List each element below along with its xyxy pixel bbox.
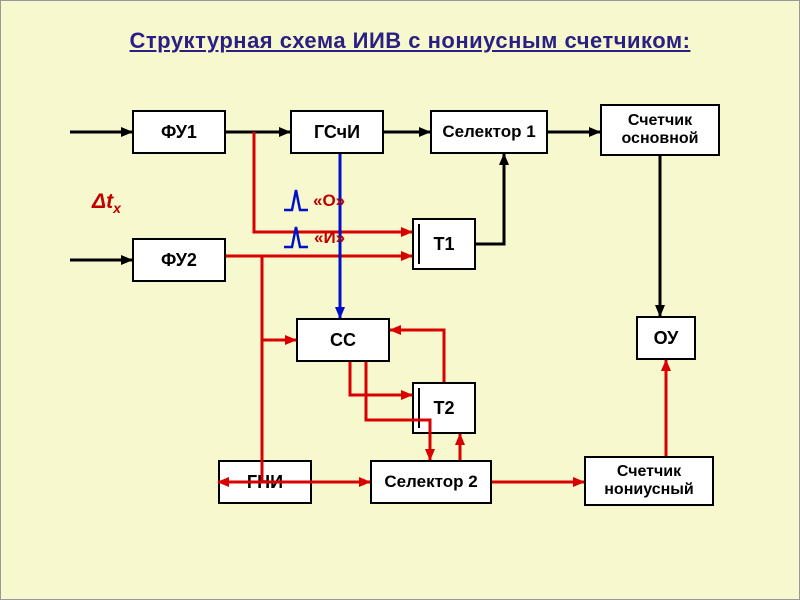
block-label: ГСчИ [314,122,360,143]
block-label: Счетчикосновной [621,112,698,149]
block-ou: ОУ [636,316,696,360]
delta-t-label: Δtx [92,190,121,216]
diagram-title: Структурная схема ИИВ с нониусным счетчи… [60,28,760,54]
canvas-bg [0,0,800,600]
block-sel2: Селектор 2 [370,460,492,504]
pulse-i-label: «И» [314,228,345,248]
delta-main: Δt [92,190,113,213]
block-label: ФУ2 [161,250,197,271]
block-label: Т2 [433,398,454,419]
block-cnt_main: Счетчикосновной [600,104,720,156]
block-gschi: ГСчИ [290,110,384,154]
block-sel1: Селектор 1 [430,110,548,154]
block-label: СС [330,330,356,351]
block-label: Счетчикнониусный [604,463,694,500]
block-label: Селектор 1 [442,122,535,142]
block-ss: СС [296,318,390,362]
pulse-o-label: «О» [313,191,345,211]
block-label: ОУ [654,328,679,349]
block-cnt_non: Счетчикнониусный [584,456,714,506]
block-t2: Т2 [412,382,476,434]
block-label: ГНИ [247,472,283,493]
block-t1: Т1 [412,218,476,270]
block-label: Селектор 2 [384,472,477,492]
block-label: ФУ1 [161,122,197,143]
flipflop-bar [418,224,420,264]
delta-sub: x [113,200,121,216]
block-fu2: ФУ2 [132,238,226,282]
block-label: Т1 [433,234,454,255]
block-gni: ГНИ [218,460,312,504]
flipflop-bar [418,388,420,428]
block-fu1: ФУ1 [132,110,226,154]
